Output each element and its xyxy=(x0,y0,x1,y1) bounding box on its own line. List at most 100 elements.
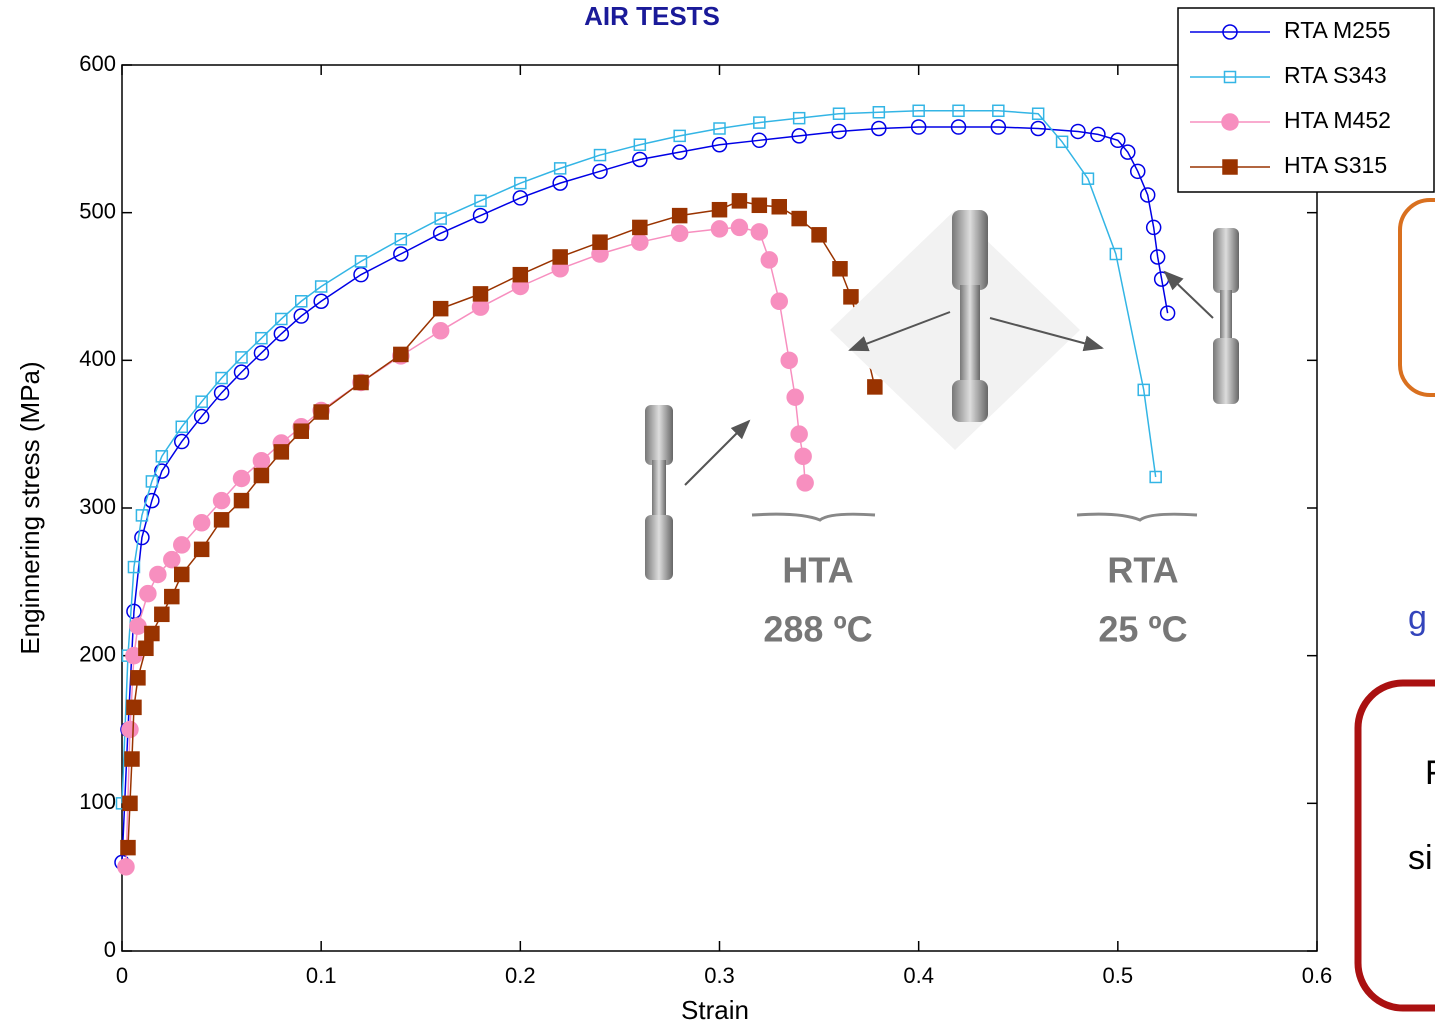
marker xyxy=(293,308,309,324)
marker xyxy=(593,148,607,162)
y-tick-label: 200 xyxy=(79,641,116,666)
marker xyxy=(553,162,567,175)
marker xyxy=(193,408,210,425)
marker xyxy=(122,795,138,812)
marker xyxy=(912,104,925,118)
callout-box xyxy=(1398,198,1435,397)
marker xyxy=(139,584,157,603)
slide-text: si xyxy=(1408,839,1433,877)
marker xyxy=(633,138,647,151)
x-tick-label: 0.6 xyxy=(1302,963,1333,988)
marker xyxy=(751,197,768,214)
marker xyxy=(670,224,689,243)
marker xyxy=(215,371,228,385)
marker xyxy=(751,132,768,149)
marker xyxy=(232,469,251,488)
marker xyxy=(154,463,170,479)
marker xyxy=(1109,247,1123,261)
marker xyxy=(1031,107,1045,120)
marker xyxy=(770,292,788,311)
slide-text: g xyxy=(1408,599,1427,637)
marker xyxy=(950,119,967,135)
marker xyxy=(472,207,489,224)
marker xyxy=(1110,132,1126,149)
marker xyxy=(792,111,806,125)
marker xyxy=(135,509,149,522)
marker xyxy=(631,233,649,251)
marker xyxy=(1137,383,1150,397)
marker xyxy=(273,444,290,460)
legend-box xyxy=(1177,7,1435,193)
marker xyxy=(831,123,847,140)
marker xyxy=(253,345,270,361)
marker xyxy=(275,312,288,326)
marker xyxy=(1081,172,1095,185)
marker xyxy=(791,210,807,227)
marker xyxy=(474,194,487,208)
chart-title: AIR TESTS xyxy=(584,1,720,31)
marker xyxy=(134,529,150,546)
marker xyxy=(832,107,846,120)
marker xyxy=(432,225,449,242)
marker xyxy=(753,116,766,129)
x-axis-label: Strain xyxy=(681,995,749,1025)
marker xyxy=(434,212,447,225)
marker xyxy=(632,219,648,236)
marker xyxy=(592,163,608,180)
marker xyxy=(512,266,529,283)
marker xyxy=(126,699,142,716)
marker xyxy=(252,451,271,470)
marker xyxy=(760,251,779,269)
marker xyxy=(295,295,308,308)
arrow xyxy=(684,270,1214,486)
x-tick-label: 0.2 xyxy=(505,963,536,988)
y-tick-label: 300 xyxy=(79,494,116,519)
marker xyxy=(235,351,248,364)
marker xyxy=(213,512,230,528)
marker xyxy=(671,207,688,224)
marker xyxy=(192,514,211,532)
marker xyxy=(121,720,139,739)
marker xyxy=(632,151,648,168)
marker xyxy=(233,364,250,380)
marker xyxy=(990,119,1007,135)
marker xyxy=(1030,120,1046,137)
y-tick-label: 0 xyxy=(104,937,116,962)
marker xyxy=(174,566,190,583)
fracture-profile xyxy=(751,512,876,522)
marker xyxy=(790,425,808,443)
marker xyxy=(117,858,135,876)
marker xyxy=(730,218,749,237)
legend-marker xyxy=(1223,70,1237,84)
marker xyxy=(871,120,887,137)
specimen-image xyxy=(1213,228,1239,404)
marker xyxy=(353,374,369,391)
legend-marker xyxy=(1221,113,1239,131)
marker xyxy=(154,606,170,623)
series-line xyxy=(121,126,1169,863)
y-tick-label: 600 xyxy=(79,51,116,76)
marker xyxy=(124,751,140,767)
marker xyxy=(843,289,859,305)
marker xyxy=(432,300,449,317)
annotation: 25 ºC xyxy=(1098,609,1187,650)
marker xyxy=(174,433,190,450)
legend-label: RTA M255 xyxy=(1284,17,1391,43)
specimen-image xyxy=(645,405,673,580)
marker xyxy=(1159,305,1176,321)
marker xyxy=(293,423,309,439)
fracture-profile xyxy=(1076,512,1198,522)
specimen-image xyxy=(830,210,1080,450)
marker xyxy=(394,232,408,246)
marker xyxy=(992,104,1005,118)
marker xyxy=(273,326,290,342)
marker xyxy=(952,104,965,118)
marker xyxy=(195,395,208,408)
marker xyxy=(155,450,169,463)
marker xyxy=(867,379,883,395)
y-tick-label: 100 xyxy=(79,789,116,814)
y-axis-label: Enginnering stress (MPa) xyxy=(15,361,45,654)
plot-frame xyxy=(121,64,1318,952)
marker xyxy=(175,420,188,434)
marker xyxy=(1120,144,1136,160)
